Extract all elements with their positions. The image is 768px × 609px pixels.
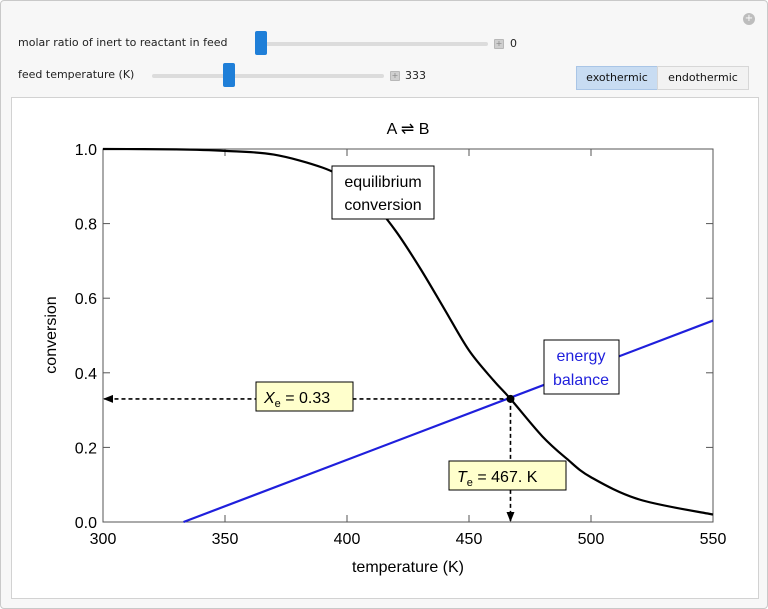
endothermic-button[interactable]: endothermic [657, 66, 749, 90]
svg-text:Te = 467. K: Te = 467. K [457, 469, 538, 489]
xe-callout: Xe = 0.33 [255, 381, 354, 412]
y-tick-label: 0.6 [75, 291, 97, 308]
inert-ratio-label: molar ratio of inert to reactant in feed [18, 36, 228, 49]
inert-ratio-slider-thumb[interactable] [255, 31, 267, 55]
energy-balance-line [183, 319, 714, 524]
te-callout: Te = 467. K [448, 460, 567, 491]
energy-label-line1: energy [557, 348, 606, 365]
svg-text:Xe = 0.33: Xe = 0.33 [263, 390, 330, 410]
feed-temp-track[interactable] [152, 74, 384, 78]
y-tick-label: 0.8 [75, 217, 97, 234]
x-tick-label: 350 [212, 531, 239, 548]
x-axis-label: temperature (K) [352, 559, 464, 576]
inert-ratio-track[interactable] [256, 42, 488, 46]
close-icon[interactable]: + [743, 13, 755, 25]
y-tick-label: 0.0 [75, 515, 97, 532]
energy-balance-callout: energy balance [543, 339, 620, 395]
y-axis-label: conversion [43, 296, 60, 373]
y-tick-label: 0.4 [75, 366, 97, 383]
te-subscript: e [467, 477, 473, 489]
equilibrium-label-line2: conversion [344, 197, 421, 214]
te-value: = 467. K [473, 469, 538, 486]
xe-value: = 0.33 [281, 390, 330, 407]
feed-temp-label: feed temperature (K) [18, 68, 135, 81]
exothermic-button[interactable]: exothermic [576, 66, 658, 90]
xe-subscript: e [275, 398, 281, 410]
plot-frame [102, 148, 714, 523]
inert-ratio-expand-icon[interactable]: + [494, 39, 504, 49]
equilibrium-label-line1: equilibrium [344, 174, 421, 191]
conversion-chart: A ⇌ B 300 350 400 450 500 550 0.0 0.2 0.4 0.6 0.8 1… [43, 121, 727, 576]
inert-ratio-value: 0 [510, 37, 517, 50]
y-tick-label: 1.0 [75, 142, 97, 159]
xe-symbol: X [263, 390, 276, 407]
chart-title: A ⇌ B [387, 121, 430, 138]
plot-panel: A ⇌ B 300 350 400 450 500 550 0.0 0.2 0.4 0.6 0.8 1… [11, 97, 759, 599]
x-tick-label: 550 [700, 531, 727, 548]
equilibrium-conversion-line [102, 147, 714, 516]
x-tick-label: 500 [578, 531, 605, 548]
energy-label-line2: balance [553, 372, 609, 389]
equilibrium-conversion-callout: equilibrium conversion [331, 165, 435, 220]
feed-temp-value: 333 [405, 69, 426, 82]
y-tick-label: 0.2 [75, 440, 97, 457]
intersection-point [506, 394, 515, 403]
feed-temp-expand-icon[interactable]: + [390, 71, 400, 81]
x-tick-label: 400 [334, 531, 361, 548]
x-tick-label: 450 [456, 531, 483, 548]
te-symbol: T [457, 469, 468, 486]
feed-temp-slider-thumb[interactable] [222, 63, 235, 87]
x-tick-label: 300 [90, 531, 117, 548]
